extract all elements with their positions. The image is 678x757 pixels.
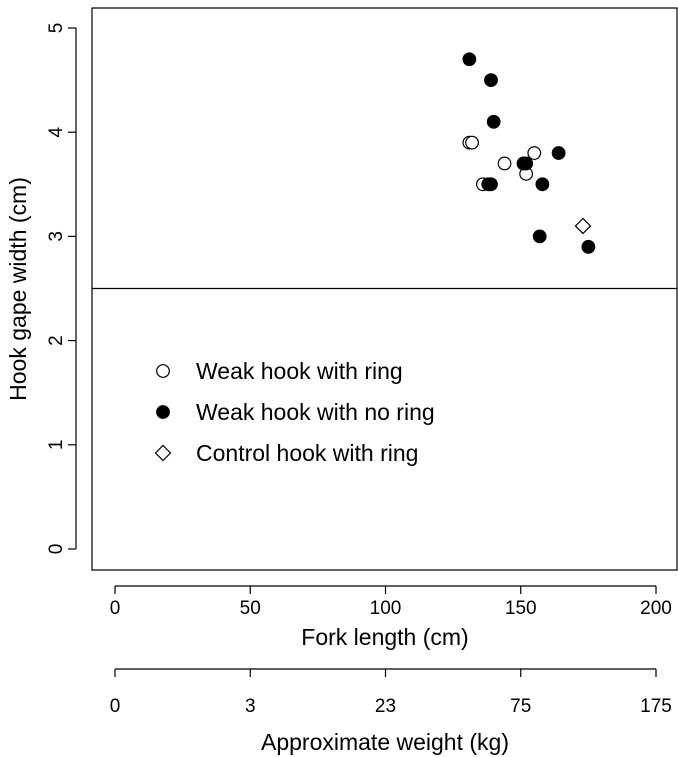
data-point [527, 146, 542, 160]
y-axis: 0 1 2 3 4 5 [46, 23, 77, 555]
y-tick-label: 2 [46, 335, 67, 346]
legend-marker [156, 364, 170, 378]
legend-marker [154, 444, 172, 462]
data-point [581, 239, 596, 254]
secondary-tick-label: 0 [110, 696, 121, 717]
x-tick-label: 200 [640, 598, 672, 619]
data-point [462, 52, 477, 67]
x-axis: 0 50 100 150 200 [110, 585, 672, 619]
data-point [486, 114, 501, 129]
secondary-tick-label: 175 [640, 696, 672, 717]
secondary-x-axis: 0 3 23 75 175 [110, 668, 672, 717]
legend-label: Control hook with ring [196, 440, 418, 466]
legend: Weak hook with ring Weak hook with no rin… [154, 358, 435, 466]
secondary-tick-label: 23 [375, 696, 396, 717]
data-points [462, 52, 596, 254]
secondary-tick-label: 3 [245, 696, 256, 717]
x-tick-label: 50 [240, 598, 261, 619]
y-tick-label: 0 [46, 544, 67, 555]
legend-label: Weak hook with no ring [196, 399, 435, 425]
legend-marker [156, 405, 170, 419]
y-tick-label: 5 [46, 23, 67, 34]
data-point [484, 177, 498, 192]
data-point [535, 177, 550, 192]
data-point [497, 156, 512, 171]
data-point [532, 229, 547, 244]
y-tick-label: 3 [46, 231, 67, 242]
data-point [465, 135, 479, 150]
x-tick-label: 150 [505, 598, 537, 619]
legend-label: Weak hook with ring [196, 358, 403, 384]
y-tick-label: 1 [46, 440, 67, 451]
secondary-x-axis-title: Approximate weight (kg) [261, 729, 509, 755]
secondary-tick-label: 75 [510, 696, 531, 717]
y-axis-title: Hook gape width (cm) [5, 177, 31, 401]
data-point [551, 146, 566, 160]
data-point [574, 217, 592, 235]
data-point [519, 156, 534, 171]
y-tick-label: 4 [46, 126, 67, 137]
data-point [484, 73, 498, 87]
x-tick-label: 0 [110, 598, 121, 619]
x-axis-title: Fork length (cm) [301, 624, 468, 650]
x-tick-label: 100 [370, 598, 402, 619]
